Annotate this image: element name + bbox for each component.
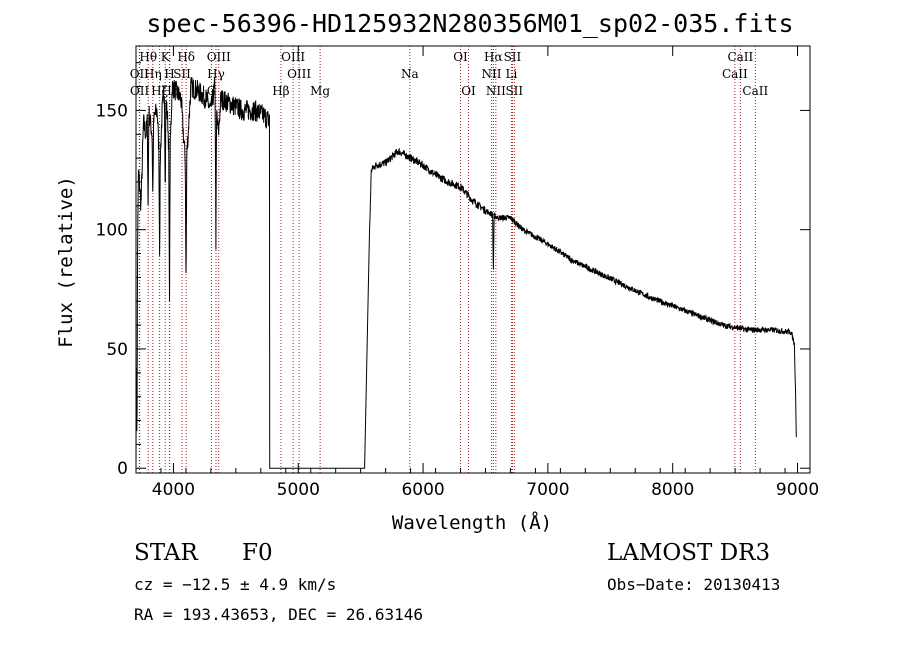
line-marker-label: SII xyxy=(173,67,191,81)
object-subclass: F0 xyxy=(242,540,273,566)
line-marker-label: K xyxy=(161,50,171,64)
line-marker-label: OI xyxy=(461,84,476,98)
y-tick-label: 100 xyxy=(96,221,128,241)
line-marker-label: SII xyxy=(505,84,523,98)
line-marker-label: OII xyxy=(130,67,150,81)
line-marker-label: Na xyxy=(401,67,419,81)
line-marker-label: Hγ xyxy=(207,67,225,81)
line-marker-label: Mg xyxy=(310,84,330,98)
line-marker-label: Hβ xyxy=(272,84,289,98)
chart-title: spec-56396-HD125932N280356M01_sp02-035.f… xyxy=(146,9,793,38)
line-marker-label: Hθ xyxy=(139,50,157,64)
x-tick-label: 4000 xyxy=(152,480,195,500)
line-marker-label: CaII xyxy=(722,67,748,81)
line-marker-label: Hδ xyxy=(177,50,195,64)
line-marker-label: Li xyxy=(506,67,518,81)
plot-frame xyxy=(135,45,811,474)
x-tick-label: 7000 xyxy=(526,480,569,500)
line-marker-label: NII xyxy=(486,84,506,98)
line-marker-label: OIII xyxy=(207,50,231,64)
survey-name: LAMOST DR3 xyxy=(607,540,770,566)
x-axis-label: Wavelength (Å) xyxy=(392,511,552,534)
axis-ticks: 4000 5000 6000 7000 8000 9000 0 50 100 150 xyxy=(96,46,819,500)
object-class: STAR xyxy=(134,540,198,566)
coordinates-text: RA = 193.43653, DEC = 26.63146 xyxy=(134,605,423,624)
line-marker-label: NII xyxy=(481,67,501,81)
line-marker-label: Hα xyxy=(484,50,503,64)
x-tick-label: 5000 xyxy=(277,480,320,500)
line-marker-label: OI xyxy=(453,50,468,64)
redshift-text: cz = −12.5 ± 4.9 km/s xyxy=(134,575,336,594)
line-marker-label: H xyxy=(164,67,174,81)
line-marker-label: CaII xyxy=(727,50,753,64)
line-marker-label: CaII xyxy=(742,84,768,98)
x-tick-label: 8000 xyxy=(651,480,694,500)
line-marker-label: Hζ xyxy=(151,84,168,98)
y-axis-label: Flux (relative) xyxy=(55,176,77,348)
line-marker-label: OII xyxy=(130,84,150,98)
line-marker-label: G xyxy=(207,84,217,98)
y-tick-label: 150 xyxy=(96,101,128,121)
x-tick-label: 9000 xyxy=(776,480,819,500)
obs-date-text: Obs−Date: 20130413 xyxy=(607,575,780,594)
y-tick-label: 0 xyxy=(117,459,128,479)
line-marker-label: Hη xyxy=(144,67,162,81)
x-tick-label: 6000 xyxy=(401,480,444,500)
spectrum-line xyxy=(135,76,797,469)
line-marker-label: OIII xyxy=(281,50,305,64)
line-marker-label: SII xyxy=(504,50,522,64)
y-tick-label: 50 xyxy=(106,340,128,360)
line-marker-label: OIII xyxy=(287,67,311,81)
